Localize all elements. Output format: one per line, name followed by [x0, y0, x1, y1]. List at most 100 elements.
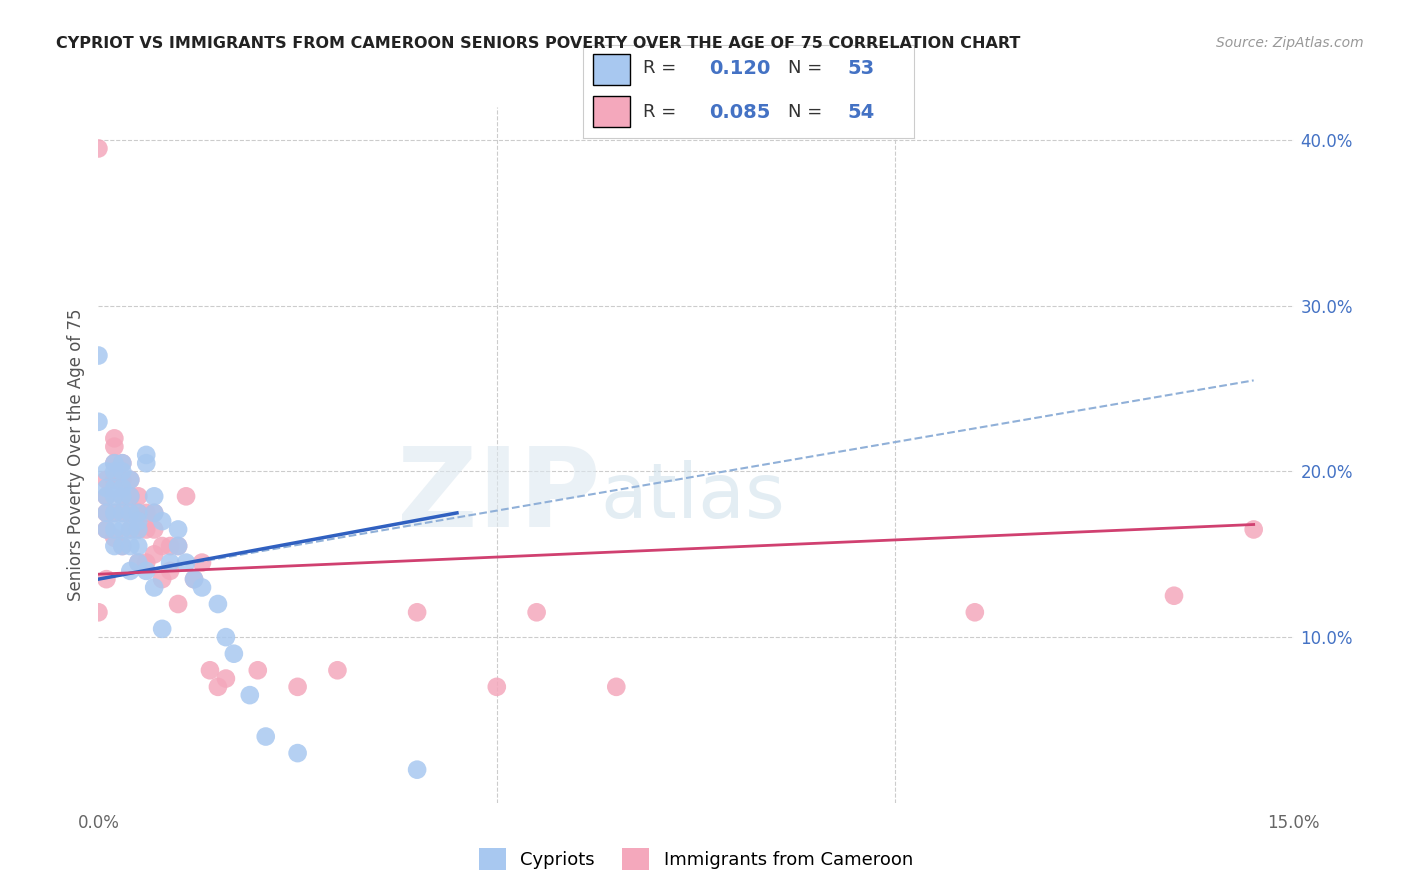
Text: atlas: atlas: [600, 459, 785, 533]
Legend: Cypriots, Immigrants from Cameroon: Cypriots, Immigrants from Cameroon: [472, 841, 920, 877]
Point: [120, 539, 142, 553]
Point: [406, 605, 429, 619]
Point: [150, 539, 173, 553]
Point: [174, 489, 197, 503]
Point: [103, 523, 125, 537]
Point: [96, 523, 118, 537]
Point: [96, 523, 118, 537]
Text: 53: 53: [848, 59, 875, 78]
Point: [96, 473, 118, 487]
Point: [96, 481, 118, 495]
Text: N =: N =: [789, 103, 828, 121]
Text: R =: R =: [643, 103, 682, 121]
Point: [120, 564, 142, 578]
Point: [150, 622, 173, 636]
Point: [111, 523, 134, 537]
Text: Source: ZipAtlas.com: Source: ZipAtlas.com: [1216, 36, 1364, 50]
Point: [87, 605, 110, 619]
Point: [143, 489, 166, 503]
Point: [127, 506, 149, 520]
Y-axis label: Seniors Poverty Over the Age of 75: Seniors Poverty Over the Age of 75: [66, 309, 84, 601]
Point: [120, 473, 142, 487]
Point: [150, 572, 173, 586]
Point: [111, 456, 134, 470]
FancyBboxPatch shape: [593, 96, 630, 127]
Point: [143, 581, 166, 595]
Point: [103, 506, 125, 520]
Point: [963, 605, 986, 619]
Point: [207, 680, 229, 694]
Point: [120, 523, 142, 537]
Point: [127, 523, 149, 537]
Point: [239, 688, 262, 702]
Point: [127, 556, 149, 570]
Point: [526, 605, 548, 619]
Point: [150, 514, 173, 528]
Point: [326, 663, 349, 677]
Point: [111, 456, 134, 470]
Point: [120, 489, 142, 503]
Point: [103, 481, 125, 495]
Point: [103, 456, 125, 470]
Point: [222, 647, 245, 661]
Point: [246, 663, 269, 677]
Point: [111, 506, 134, 520]
Point: [143, 523, 166, 537]
Point: [111, 473, 134, 487]
Point: [406, 763, 429, 777]
Point: [143, 547, 166, 561]
Point: [198, 663, 221, 677]
Point: [167, 539, 190, 553]
Point: [135, 564, 157, 578]
Point: [96, 465, 118, 479]
Text: R =: R =: [643, 59, 682, 77]
Point: [87, 415, 110, 429]
Point: [87, 141, 110, 155]
Point: [605, 680, 627, 694]
Point: [135, 523, 157, 537]
Point: [103, 473, 125, 487]
Point: [103, 456, 125, 470]
Point: [127, 556, 149, 570]
Point: [103, 489, 125, 503]
Point: [159, 539, 181, 553]
Point: [485, 680, 508, 694]
Point: [215, 630, 238, 644]
FancyBboxPatch shape: [593, 54, 630, 85]
Point: [111, 489, 134, 503]
Point: [215, 672, 238, 686]
Point: [111, 465, 134, 479]
Point: [183, 572, 205, 586]
Text: ZIP: ZIP: [396, 443, 600, 550]
Point: [174, 556, 197, 570]
Text: 0.120: 0.120: [709, 59, 770, 78]
Point: [96, 489, 118, 503]
Point: [135, 456, 157, 470]
Point: [127, 489, 149, 503]
Point: [96, 506, 118, 520]
Point: [207, 597, 229, 611]
Point: [120, 489, 142, 503]
Point: [111, 539, 134, 553]
Point: [1243, 523, 1265, 537]
Point: [120, 506, 142, 520]
Point: [96, 572, 118, 586]
Point: [111, 489, 134, 503]
Point: [120, 473, 142, 487]
Point: [159, 564, 181, 578]
Point: [191, 581, 214, 595]
Point: [103, 539, 125, 553]
Point: [120, 506, 142, 520]
Point: [127, 514, 149, 528]
Point: [143, 506, 166, 520]
Point: [1163, 589, 1185, 603]
Point: [287, 680, 309, 694]
Point: [135, 556, 157, 570]
Point: [103, 531, 125, 545]
Point: [183, 572, 205, 586]
Point: [87, 349, 110, 363]
Point: [111, 539, 134, 553]
Point: [103, 506, 125, 520]
Text: CYPRIOT VS IMMIGRANTS FROM CAMEROON SENIORS POVERTY OVER THE AGE OF 75 CORRELATI: CYPRIOT VS IMMIGRANTS FROM CAMEROON SENI…: [56, 36, 1021, 51]
Point: [167, 597, 190, 611]
